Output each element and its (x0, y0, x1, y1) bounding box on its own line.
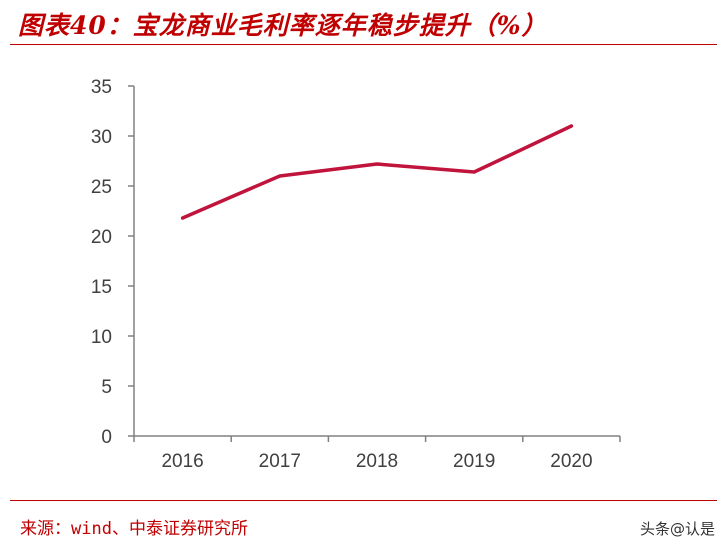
series-group (180, 124, 574, 220)
y-tick-label: 0 (101, 427, 112, 448)
x-tick-label: 2018 (356, 451, 398, 472)
x-tick-label: 2017 (259, 451, 301, 472)
watermark-text: 头条@认是 (639, 520, 715, 538)
y-tick-label: 5 (101, 377, 112, 398)
y-tick-label: 15 (91, 277, 112, 298)
page-title: 图表40：宝龙商业毛利率逐年稳步提升（%） (18, 11, 548, 40)
title-divider (10, 44, 717, 45)
source-note: 来源：wind、中泰证券研究所 (20, 519, 248, 539)
data-point (278, 174, 282, 178)
x-axis: 2016 2017 2018 2019 2020 (133, 435, 621, 472)
y-tick-label: 35 (91, 77, 112, 98)
data-point (181, 216, 185, 220)
x-axis-ticks: 2016 2017 2018 2019 2020 (133, 436, 621, 472)
x-tick-label: 2016 (161, 451, 203, 472)
data-point (375, 162, 379, 166)
y-axis: 0 5 10 15 20 25 30 35 (91, 77, 135, 448)
y-tick-label: 30 (91, 127, 112, 148)
y-axis-ticks: 0 5 10 15 20 25 30 35 (91, 77, 134, 448)
x-tick-label: 2019 (453, 451, 495, 472)
data-point (472, 170, 476, 174)
data-point (569, 124, 573, 128)
y-tick-label: 10 (91, 327, 112, 348)
series-line (180, 124, 574, 220)
y-tick-label: 20 (91, 227, 112, 248)
y-tick-label: 25 (91, 177, 112, 198)
x-tick-label: 2020 (550, 451, 592, 472)
source-divider (10, 500, 717, 501)
